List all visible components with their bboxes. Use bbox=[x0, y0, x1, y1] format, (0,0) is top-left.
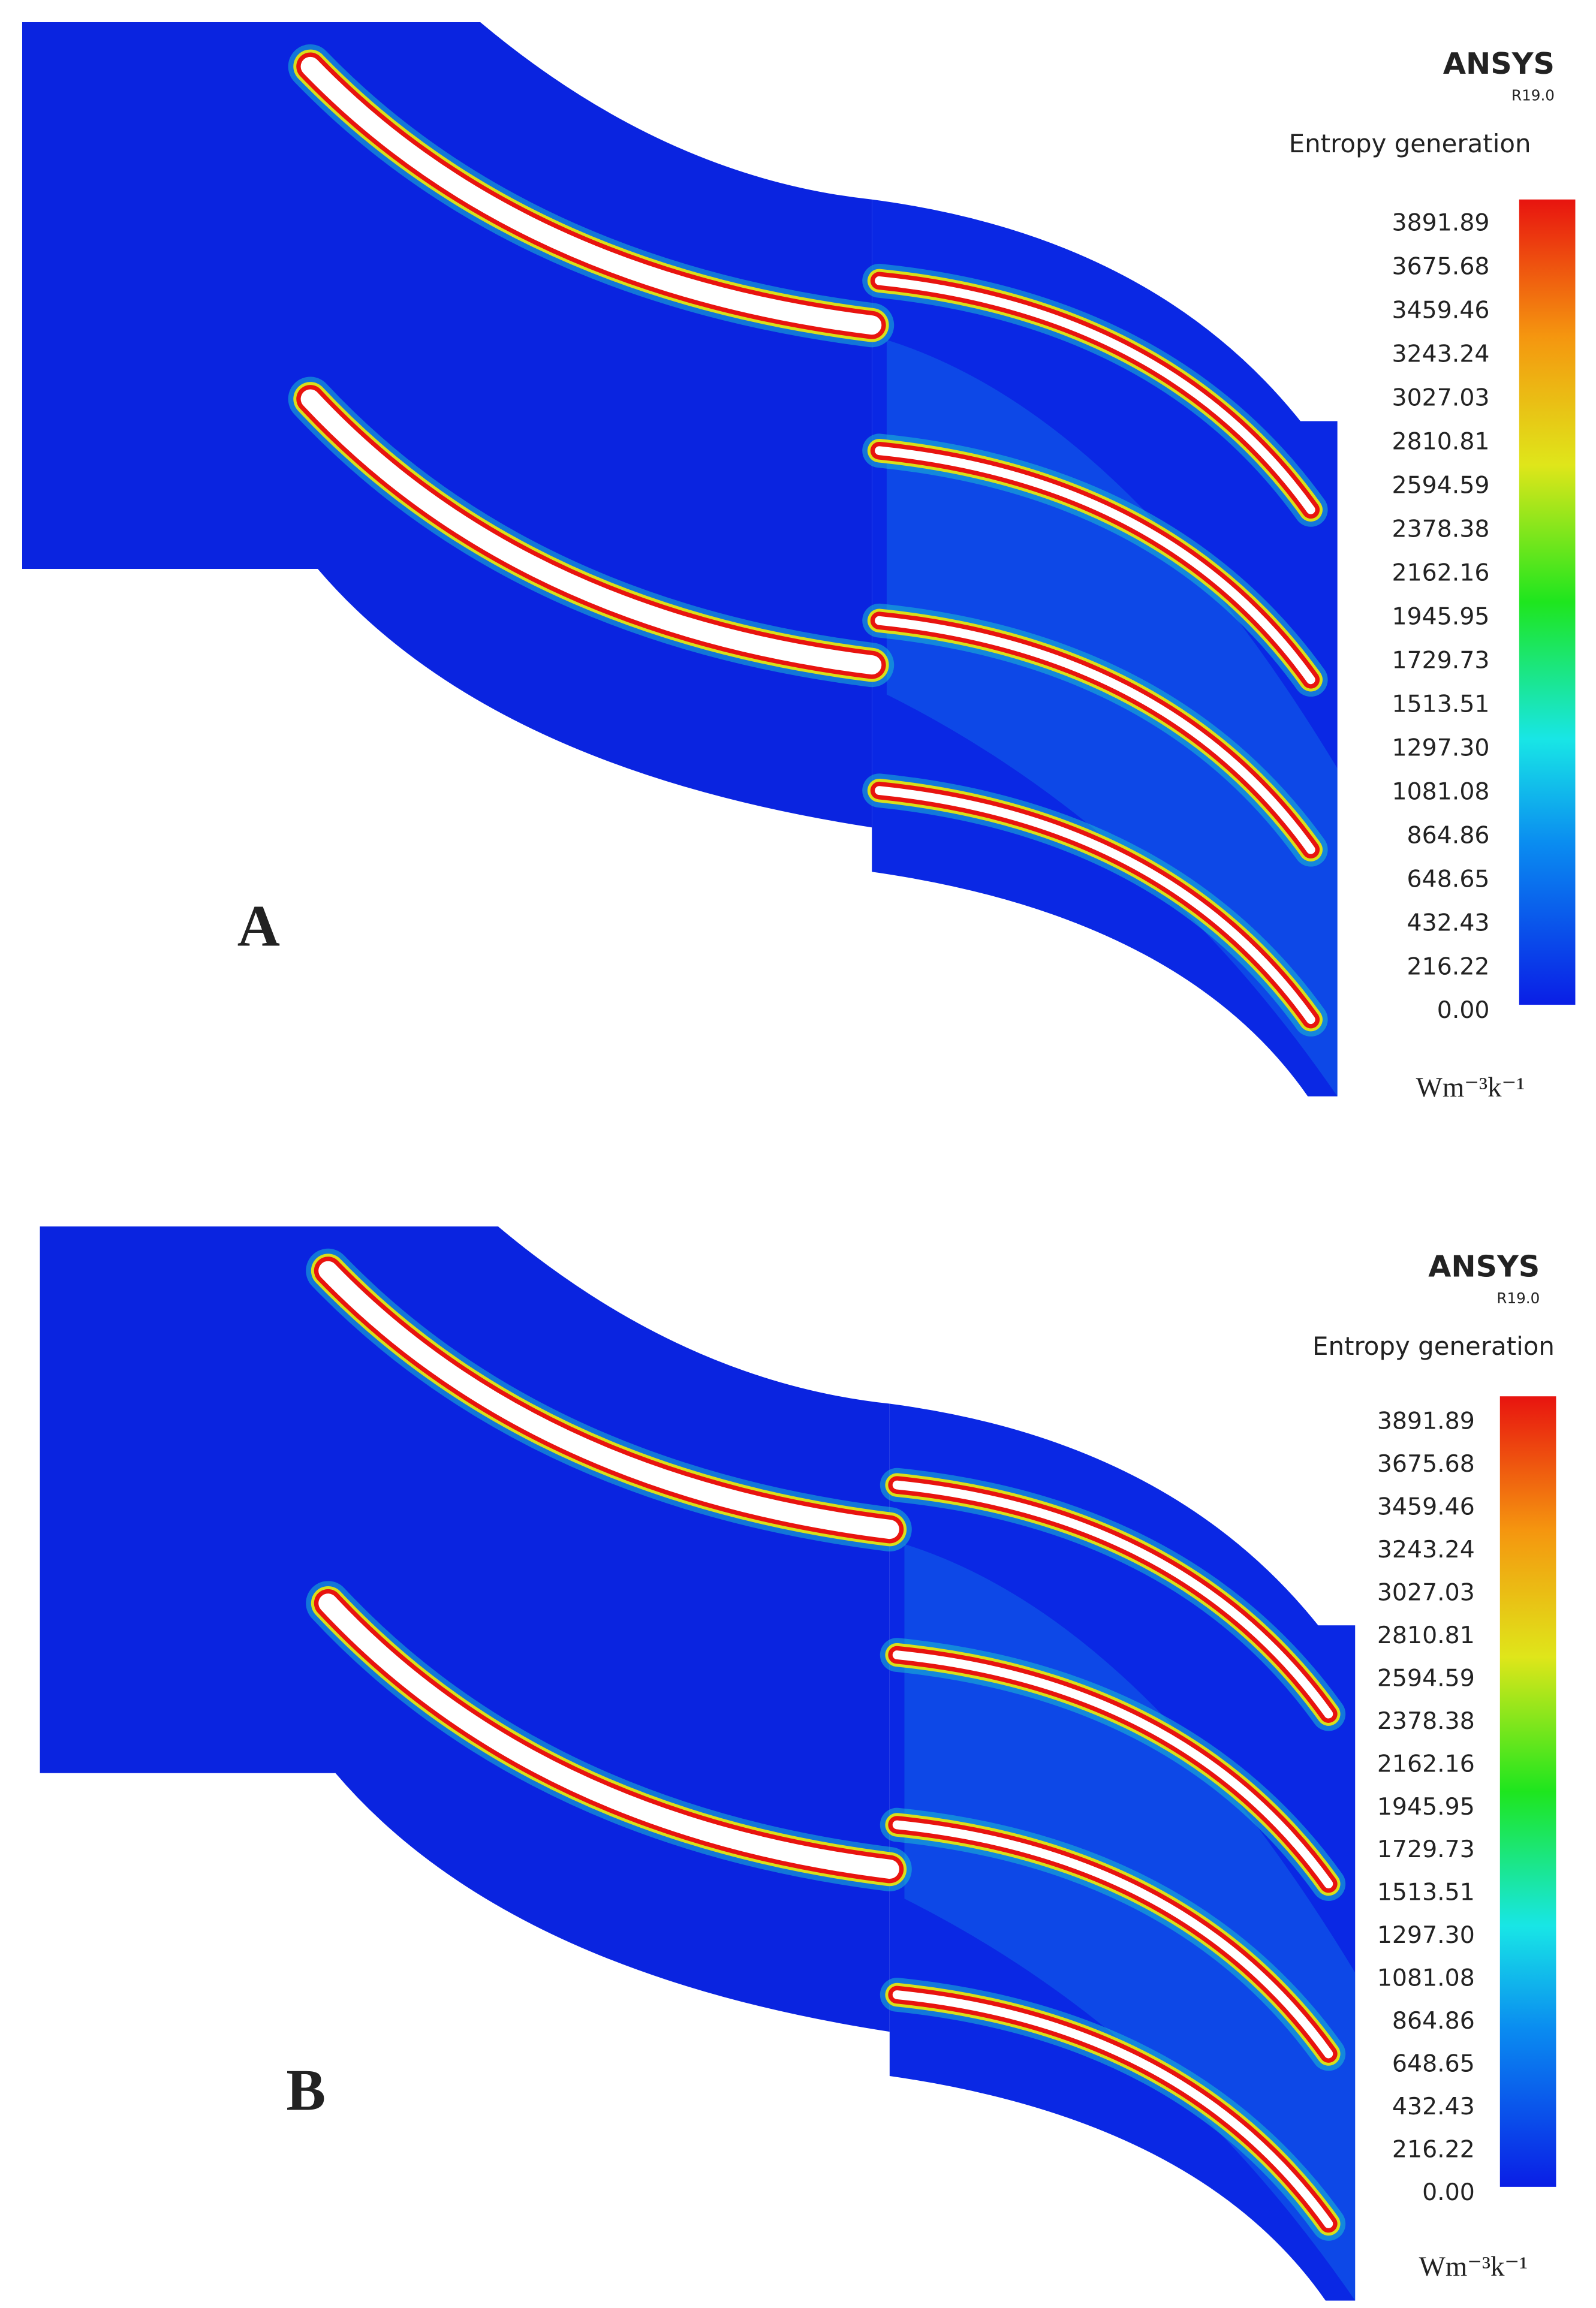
tick-label: 864.86 bbox=[1392, 2007, 1475, 2035]
blade bbox=[300, 389, 882, 675]
tick-label: 2162.16 bbox=[1392, 559, 1489, 586]
blade bbox=[875, 276, 1315, 514]
tick-label: 3891.89 bbox=[1377, 1407, 1475, 1435]
tick-label: 3243.24 bbox=[1392, 340, 1489, 367]
blade bbox=[892, 1480, 1333, 1719]
blade bbox=[875, 786, 1315, 1025]
tick-label: 3027.03 bbox=[1377, 1578, 1475, 1606]
panel-label: B bbox=[286, 2058, 326, 2123]
tick-label: 648.65 bbox=[1392, 2050, 1475, 2078]
legend-title: Entropy generation bbox=[1289, 129, 1531, 158]
legend: ANSYS R19.0 Entropy generation 3891.89 3675.… bbox=[1312, 1249, 1556, 2282]
panel: B bbox=[40, 1226, 1356, 2301]
tick-label: 2378.38 bbox=[1377, 1707, 1475, 1735]
tick-label: 2594.59 bbox=[1377, 1664, 1475, 1692]
colorbar bbox=[1519, 199, 1576, 1005]
tick-label: 0.00 bbox=[1437, 996, 1490, 1024]
unit: Wm⁻³k⁻¹ bbox=[1419, 2251, 1528, 2282]
tick-label: 2810.81 bbox=[1377, 1622, 1475, 1649]
brand: ANSYS bbox=[1443, 46, 1555, 81]
tick-label: 864.86 bbox=[1407, 821, 1490, 849]
tick-label: 432.43 bbox=[1407, 909, 1490, 936]
tick-label: 3675.68 bbox=[1377, 1450, 1475, 1478]
tick-label: 1729.73 bbox=[1377, 1836, 1475, 1863]
version: R19.0 bbox=[1496, 1289, 1540, 1307]
tick-label: 3675.68 bbox=[1392, 252, 1489, 280]
tick-label: 3027.03 bbox=[1392, 384, 1489, 411]
tick-label: 1297.30 bbox=[1392, 734, 1489, 761]
brand: ANSYS bbox=[1428, 1249, 1540, 1284]
tick-label: 3891.89 bbox=[1392, 209, 1489, 237]
tick-label: 3459.46 bbox=[1392, 296, 1489, 324]
tick-label: 1945.95 bbox=[1392, 602, 1489, 630]
tick-label: 216.22 bbox=[1392, 2136, 1475, 2164]
tick-label: 0.00 bbox=[1422, 2179, 1475, 2206]
tick-label: 432.43 bbox=[1392, 2093, 1475, 2120]
unit: Wm⁻³k⁻¹ bbox=[1416, 1072, 1525, 1103]
legend-title: Entropy generation bbox=[1312, 1331, 1555, 1361]
tick-label: 2162.16 bbox=[1377, 1750, 1475, 1777]
panel-label: A bbox=[237, 893, 280, 959]
tick-label: 2810.81 bbox=[1392, 427, 1489, 455]
tick-label: 1513.51 bbox=[1377, 1879, 1475, 1906]
blade bbox=[875, 616, 1315, 854]
tick-label: 3459.46 bbox=[1377, 1493, 1475, 1520]
tick-label: 1945.95 bbox=[1377, 1793, 1475, 1821]
blade bbox=[892, 1990, 1333, 2228]
legend: ANSYS R19.0 Entropy generation 3891.89 3675.… bbox=[1289, 46, 1576, 1103]
tick-label: 2378.38 bbox=[1392, 515, 1489, 543]
stator-domain bbox=[22, 22, 872, 828]
stator-domain bbox=[40, 1226, 890, 2032]
tick-label: 1297.30 bbox=[1377, 1921, 1475, 1949]
tick-label: 3243.24 bbox=[1377, 1536, 1475, 1563]
blade bbox=[300, 56, 882, 335]
blade bbox=[318, 1261, 899, 1539]
panel: A bbox=[22, 22, 1338, 1096]
colorbar bbox=[1499, 1396, 1556, 2187]
tick-label: 1729.73 bbox=[1392, 646, 1489, 674]
blade bbox=[892, 1650, 1333, 1888]
tick-label: 2594.59 bbox=[1392, 471, 1489, 499]
blade bbox=[892, 1820, 1333, 2059]
blade bbox=[875, 446, 1315, 685]
blade bbox=[318, 1593, 899, 1879]
version: R19.0 bbox=[1511, 87, 1555, 104]
tick-label: 648.65 bbox=[1407, 865, 1490, 893]
tick-label: 1081.08 bbox=[1377, 1964, 1475, 1992]
tick-label: 1513.51 bbox=[1392, 690, 1489, 718]
tick-label: 1081.08 bbox=[1392, 778, 1489, 805]
tick-label: 216.22 bbox=[1407, 953, 1490, 980]
